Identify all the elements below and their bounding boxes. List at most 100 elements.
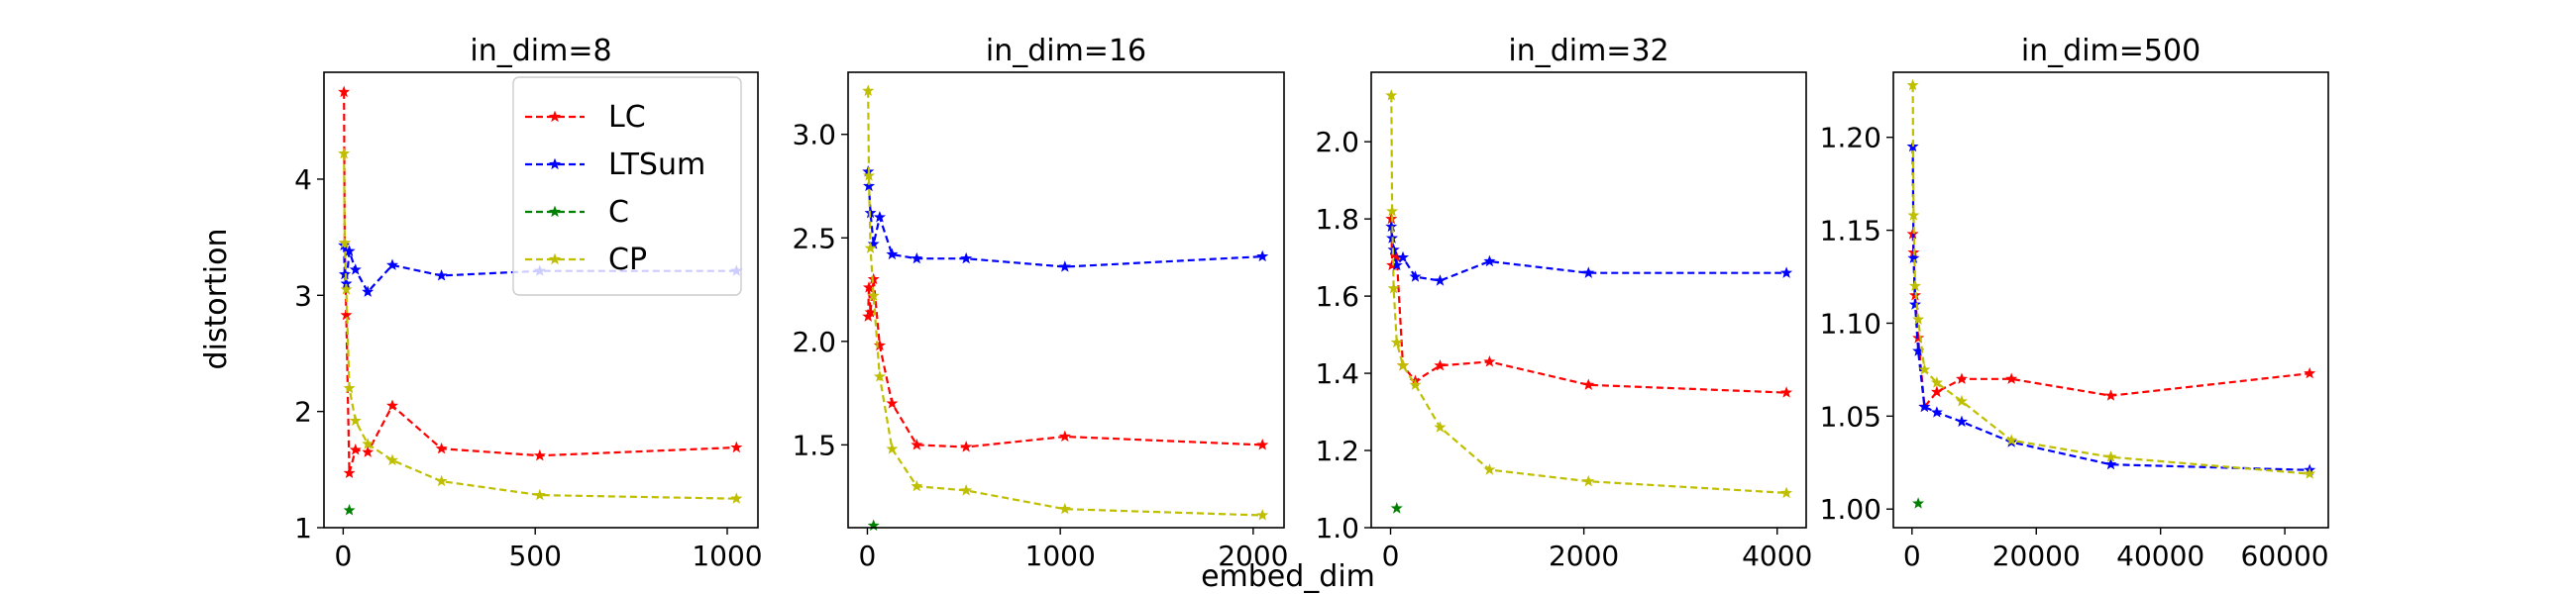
data-point — [862, 169, 876, 181]
data-point — [886, 248, 899, 260]
series-ltsum — [1906, 140, 2316, 475]
data-point — [867, 519, 880, 532]
legend-label: C — [608, 195, 629, 230]
series-lc — [1906, 227, 2316, 413]
data-point — [867, 289, 880, 302]
y-tick-label: 1.00 — [1820, 493, 1881, 526]
data-point — [730, 441, 743, 453]
data-point — [960, 484, 973, 496]
series-c — [343, 504, 356, 516]
data-point — [385, 399, 399, 411]
data-point — [2104, 457, 2117, 470]
series-line — [1390, 95, 1787, 494]
x-tick-label: 2000 — [1549, 540, 1619, 572]
y-tick-label: 2.5 — [792, 222, 836, 254]
x-axis-label: embed_dim — [1201, 559, 1375, 594]
series-line — [1911, 85, 2310, 475]
series-line — [1390, 219, 1787, 394]
legend-box — [512, 76, 742, 296]
data-point — [873, 339, 887, 351]
series-line — [1911, 147, 2310, 471]
data-point — [349, 444, 362, 455]
data-point — [1955, 372, 1969, 384]
data-point — [1256, 439, 1269, 450]
series-lc — [862, 272, 1269, 452]
data-point — [385, 453, 399, 466]
data-point — [1918, 363, 1931, 375]
x-tick-label: 0 — [1903, 540, 1921, 572]
data-point — [349, 414, 362, 427]
legend-entry-c: C — [525, 195, 629, 230]
data-point — [349, 263, 362, 275]
plot-frame — [323, 71, 759, 529]
data-point — [362, 438, 375, 449]
y-tick-label: 1.5 — [792, 429, 836, 461]
legend-label: CP — [608, 243, 647, 277]
series-cp — [1906, 78, 2316, 479]
data-point — [1955, 394, 1969, 407]
y-tick-label: 1.2 — [1315, 435, 1359, 467]
data-point — [2304, 366, 2316, 379]
data-point — [1058, 260, 1071, 272]
series-cp — [1385, 89, 1793, 499]
data-point — [1930, 406, 1943, 418]
panel-title: in_dim=500 — [2021, 34, 2200, 68]
data-point — [1582, 266, 1595, 278]
data-point — [1256, 509, 1269, 521]
plot-frame — [847, 71, 1285, 529]
legend-marker — [548, 157, 562, 170]
data-point — [343, 466, 356, 478]
y-tick-label: 4 — [294, 163, 312, 196]
panel-3: in_dim=32 0 2000 4000 1.0 1.2 1.4 1.6 1.8 2.0 — [1315, 34, 1812, 572]
y-tick-label: 1.20 — [1820, 122, 1881, 154]
panel-1: in_dim=8 0 500 1000 1 2 3 4 — [294, 34, 762, 572]
data-point — [1907, 209, 1920, 221]
x-tick-label: 1000 — [692, 540, 762, 572]
x-tick-label: 0 — [859, 540, 877, 572]
x-tick-label: 0 — [1382, 540, 1400, 572]
data-point — [1390, 502, 1403, 514]
legend: LC LTSum C CP — [512, 76, 742, 296]
data-point — [2104, 450, 2117, 462]
x-tick-label: 4000 — [1742, 540, 1812, 572]
legend-entry-lc: LC — [525, 100, 646, 135]
data-point — [1409, 378, 1422, 390]
y-tick-label: 1.15 — [1820, 215, 1881, 248]
data-point — [343, 504, 356, 516]
data-point — [362, 446, 375, 457]
x-tick-label: 40000 — [2116, 540, 2204, 572]
data-point — [730, 492, 743, 504]
plot-frame — [1892, 71, 2329, 529]
data-point — [1955, 415, 1969, 428]
data-point — [533, 448, 546, 461]
panel-title: in_dim=8 — [470, 34, 611, 68]
data-point — [1930, 376, 1943, 388]
data-point — [340, 283, 353, 295]
data-point — [864, 242, 877, 253]
data-point — [362, 285, 375, 297]
y-tick-label: 3.0 — [792, 119, 836, 151]
series-cp — [338, 147, 743, 504]
series-line — [343, 153, 737, 500]
panels: in_dim=8 0 500 1000 1 2 3 4 in_dim=16 0 1000 2000 1.… — [294, 34, 2329, 572]
series-c — [1390, 502, 1403, 514]
data-point — [1385, 89, 1398, 101]
data-point — [862, 179, 876, 192]
panel-2: in_dim=16 0 1000 2000 1.5 2.0 2.5 3.0 — [792, 34, 1288, 572]
legend-marker — [548, 205, 562, 218]
series-line — [1911, 234, 2310, 410]
legend-marker — [548, 252, 562, 265]
data-point — [1930, 385, 1943, 398]
data-point — [1483, 463, 1496, 475]
y-tick-label: 2.0 — [1315, 126, 1359, 158]
y-tick-label: 2 — [294, 396, 312, 429]
series-line — [867, 171, 1263, 268]
y-tick-label: 1.05 — [1820, 400, 1881, 433]
panel-title: in_dim=16 — [986, 34, 1146, 68]
data-point — [1434, 421, 1447, 433]
y-tick-label: 1.8 — [1315, 203, 1359, 236]
data-point — [1058, 430, 1071, 443]
data-point — [1780, 486, 1793, 499]
series-line — [867, 90, 1263, 517]
